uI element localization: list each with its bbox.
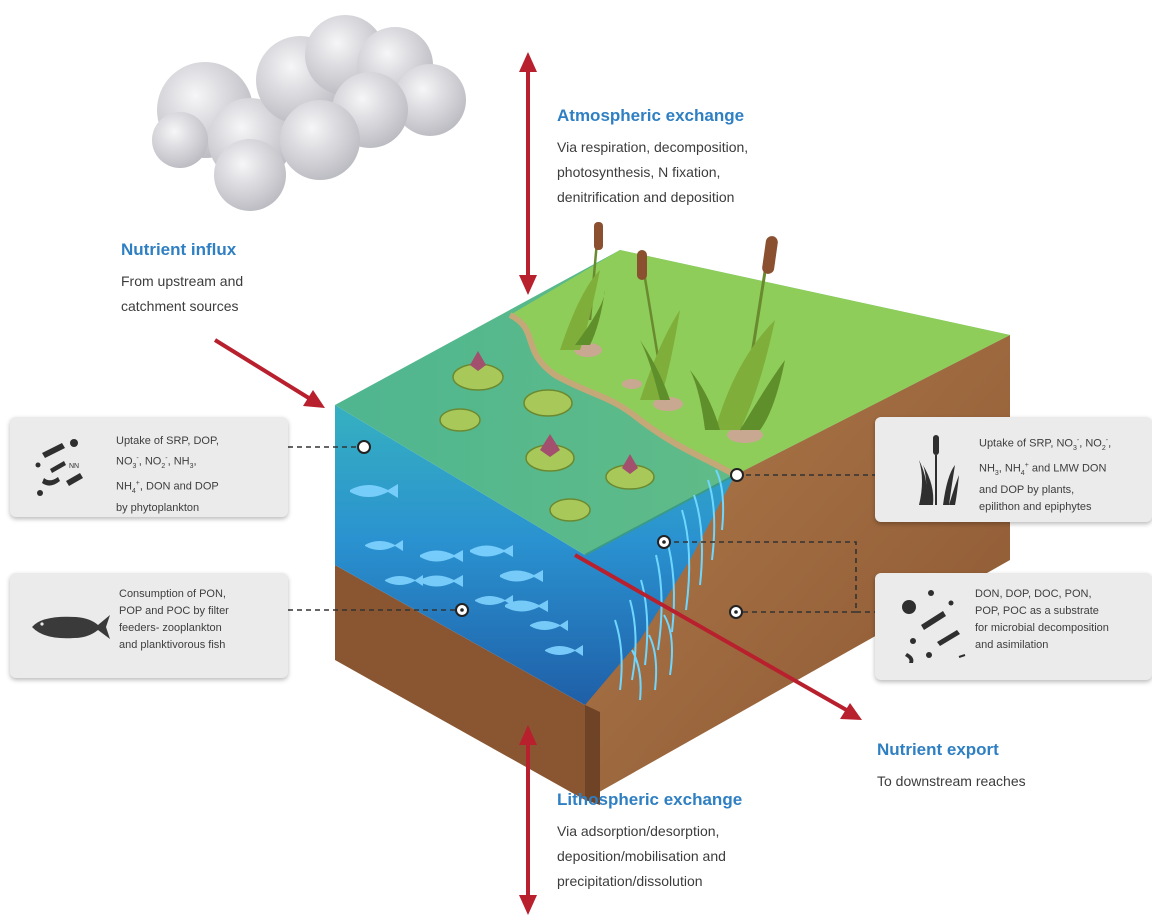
filter-feeders-panel: Consumption of PON, POP and POC by filte…: [10, 573, 288, 678]
microbes-text: DON, DOP, DOC, PON, POP, POC as a substr…: [975, 588, 1109, 651]
lithospheric-exchange-title: Lithospheric exchange: [557, 790, 743, 809]
exchange-arrows: [213, 52, 862, 915]
atmospheric-exchange-title: Atmospheric exchange: [557, 106, 745, 125]
svg-text:NN: NN: [69, 463, 79, 470]
fish-school: [350, 484, 583, 656]
microbes-icon: [902, 590, 966, 663]
phytoplankton-icon: NN: [35, 439, 83, 496]
nutrient-export-description: To downstream reaches: [877, 773, 1026, 789]
lily-pads: [439, 351, 655, 522]
nutrient-export-title: Nutrient export: [877, 740, 999, 759]
connector-lines: [288, 446, 875, 613]
influx-arrow: [213, 338, 314, 402]
nutrient-influx-description: From upstream and catchment sources: [121, 273, 244, 314]
plants-uptake-text: Uptake of SRP, NO3-, NO2-, NH3, NH4+ and …: [979, 437, 1112, 513]
cattails: [560, 222, 785, 431]
phytoplankton-panel: NN Uptake of SRP, DOP, NO3-, NO2-, NH3, NH…: [10, 417, 288, 517]
phytoplankton-uptake-text: Uptake of SRP, DOP, NO3-, NO2-, NH3, NH4+,…: [116, 435, 219, 514]
reed-plant-icon: [919, 435, 959, 505]
lithospheric-exchange-description: Via adsorption/desorption, deposition/mo…: [557, 823, 726, 889]
microbes-panel: DON, DOP, DOC, PON, POP, POC as a substr…: [875, 573, 1152, 680]
nutrient-influx-title: Nutrient influx: [121, 240, 237, 259]
filter-feeders-text: Consumption of PON, POP and POC by filte…: [119, 588, 229, 651]
atmospheric-exchange-description: Via respiration, decomposition, photosyn…: [557, 139, 749, 205]
fish-icon: [32, 615, 110, 639]
export-arrow: [574, 553, 851, 714]
plants-panel: Uptake of SRP, NO3-, NO2-, NH3, NH4+ and …: [875, 417, 1152, 522]
clouds: [152, 15, 466, 211]
